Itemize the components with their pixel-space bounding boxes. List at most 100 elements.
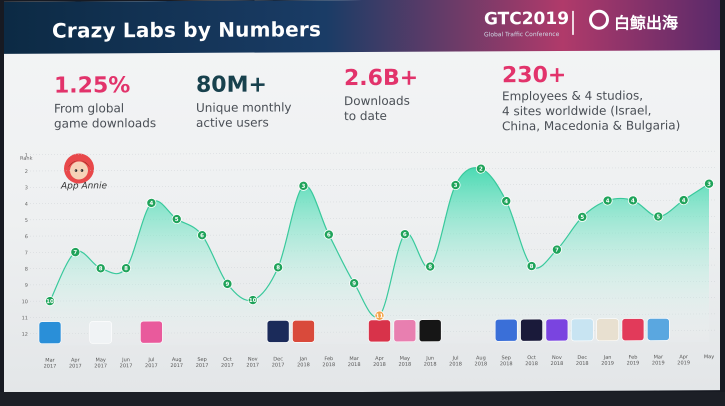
x-tick-label: Nov 2018 [551,355,564,367]
rank-marker [323,229,334,240]
y-tick-label: 3 [25,185,28,191]
rank-area [50,167,709,346]
rank-value-label: 8 [428,265,432,271]
rank-marker [45,296,56,307]
rank-point-apr-2017: 7 [70,247,81,258]
x-tick-label: May 2018 [398,356,411,368]
game-icon-mar-2017 [38,321,62,344]
rank-marker [602,195,613,206]
x-tick-label: Oct 2017 [221,357,234,369]
rank-marker [526,261,537,272]
y-tick-label: 2 [25,169,28,175]
game-icon-feb-2019 [621,318,645,341]
x-tick-label: Nov 2017 [246,357,259,369]
rank-value-label: 9 [226,282,230,288]
rank-value-label: 3 [454,183,458,189]
rank-marker [653,211,664,222]
x-tick-label: Dec 2017 [272,356,285,368]
rank-point-apr-2019: 4 [678,195,689,206]
rank-marker [121,263,132,274]
stage-foreground [0,392,725,406]
rank-point-jan-2018: 3 [298,180,309,191]
x-tick-label: Dec 2018 [576,355,589,367]
rank-point-apr-2018: 11 [374,310,385,321]
x-tick-label: Apr 2017 [69,357,82,369]
rank-marker [70,247,81,258]
x-tick-label: Aug 2018 [475,355,488,367]
y-tick-label: 6 [25,234,28,240]
rank-point-sep-2017: 6 [197,230,208,241]
game-icon-jan-2018 [292,319,315,343]
rank-point-jun-2018: 8 [425,261,436,272]
rank-value-label: 8 [530,264,534,270]
game-icon-oct-2018 [520,318,543,342]
rank-value-label: 5 [656,215,660,221]
x-tick-label: Mar 2017 [44,358,57,370]
rank-value-label: 6 [200,233,204,239]
rank-point-dec-2018: 5 [577,211,588,222]
rank-marker [349,278,360,289]
game-icon-dec-2017 [266,320,290,343]
y-tick-label: 8 [25,267,28,273]
rank-marker [247,295,258,306]
x-tick-label: Jun 2017 [120,357,133,369]
rank-point-may: 3 [704,178,715,189]
rank-value-label: 2 [479,167,483,173]
rank-marker [450,180,461,191]
rank-point-nov-2018: 7 [551,244,562,255]
rank-value-label: 4 [149,201,153,207]
rank-point-aug-2018: 2 [475,163,486,174]
rank-marker [298,180,309,191]
y-tick-label: 10 [22,299,28,305]
rank-point-oct-2017: 9 [222,278,233,289]
rank-point-aug-2017: 5 [171,214,182,225]
rank-marker [374,310,385,321]
rank-marker [704,178,715,189]
rank-value-label: 4 [504,199,508,205]
rank-value-label: 3 [302,184,306,190]
x-tick-label: Aug 2017 [170,357,183,369]
rank-point-jul-2018: 3 [450,180,461,191]
game-icon-nov-2018 [545,318,569,342]
x-tick-label: Mar 2019 [652,354,665,366]
game-icon-may-2018 [393,319,417,343]
x-tick-label: Apr 2019 [677,354,690,366]
game-icon-may-2017 [89,321,112,344]
game-icon-jul-2017 [140,320,163,344]
y-tick-label: 9 [25,283,28,289]
rank-point-jun-2017: 8 [121,263,132,274]
rank-marker [475,163,486,174]
y-tick-label: 12 [22,332,28,338]
game-icon-apr-2018 [368,319,391,343]
rank-point-nov-2017: 10 [247,295,258,306]
rank-point-dec-2017: 8 [273,262,284,273]
rank-marker [95,263,106,274]
rank-value-label: 8 [124,266,128,272]
x-tick-label: Jan 2018 [297,356,310,368]
rank-point-mar-2017: 10 [45,296,56,307]
rank-point-oct-2018: 8 [526,261,537,272]
rank-point-mar-2019: 5 [653,211,664,222]
rank-value-label: 4 [631,198,635,204]
rank-value-label: 9 [352,281,356,287]
rank-value-label: 8 [99,266,103,272]
y-tick-label: 11 [22,315,28,321]
app-annie-icon [64,153,94,184]
game-icon-jun-2018 [418,319,442,342]
rank-marker [425,261,436,272]
rank-value-label: 3 [707,182,711,188]
y-tick-label: 7 [25,250,28,256]
x-tick-label: Sep 2018 [500,355,513,367]
rank-value-label: 6 [327,233,331,239]
rank-marker [577,211,588,222]
rank-marker [197,230,208,241]
x-tick-label: Jul 2018 [449,355,462,367]
x-tick-label: Jun 2018 [424,356,437,368]
x-tick-label: Apr 2018 [373,356,386,368]
rank-value-label: 4 [682,198,686,204]
gridline-rank-1 [30,150,716,155]
x-tick-label: Mar 2018 [348,356,361,368]
rank-value-label: 10 [249,298,257,304]
game-icon-dec-2018 [570,318,594,342]
x-tick-label: Oct 2018 [525,355,538,367]
